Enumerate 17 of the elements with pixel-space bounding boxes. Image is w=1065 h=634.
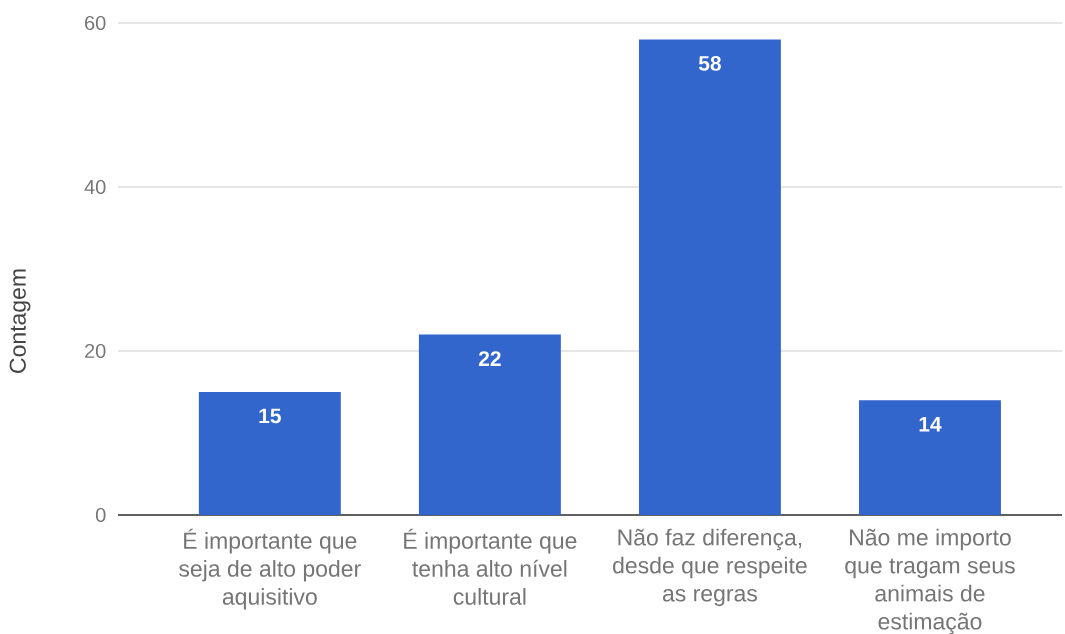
bar	[859, 400, 1001, 515]
data-label: 58	[698, 55, 721, 71]
x-tick-label: Não faz diferença, desde que respeite as regras	[613, 528, 807, 607]
data-label: 22	[478, 351, 501, 366]
x-tick-label: É importante que tenha alto nível cultural	[404, 528, 577, 605]
x-tick-label: Não me importo que tragam seus animais de estimação	[845, 528, 1015, 634]
bar	[198, 391, 341, 515]
bar	[418, 334, 561, 515]
bar	[638, 39, 781, 515]
y-axis-title: Contagem	[9, 269, 31, 373]
y-tick-label: 60	[85, 15, 106, 31]
y-tick-label: 20	[85, 343, 106, 359]
x-tick-label: É importante que seja de alto poder aquisitivo	[179, 528, 361, 610]
y-tick-label: 0	[95, 507, 106, 523]
data-label: 15	[259, 408, 281, 424]
y-tick-label: 40	[84, 179, 106, 195]
data-label: 14	[919, 416, 942, 432]
